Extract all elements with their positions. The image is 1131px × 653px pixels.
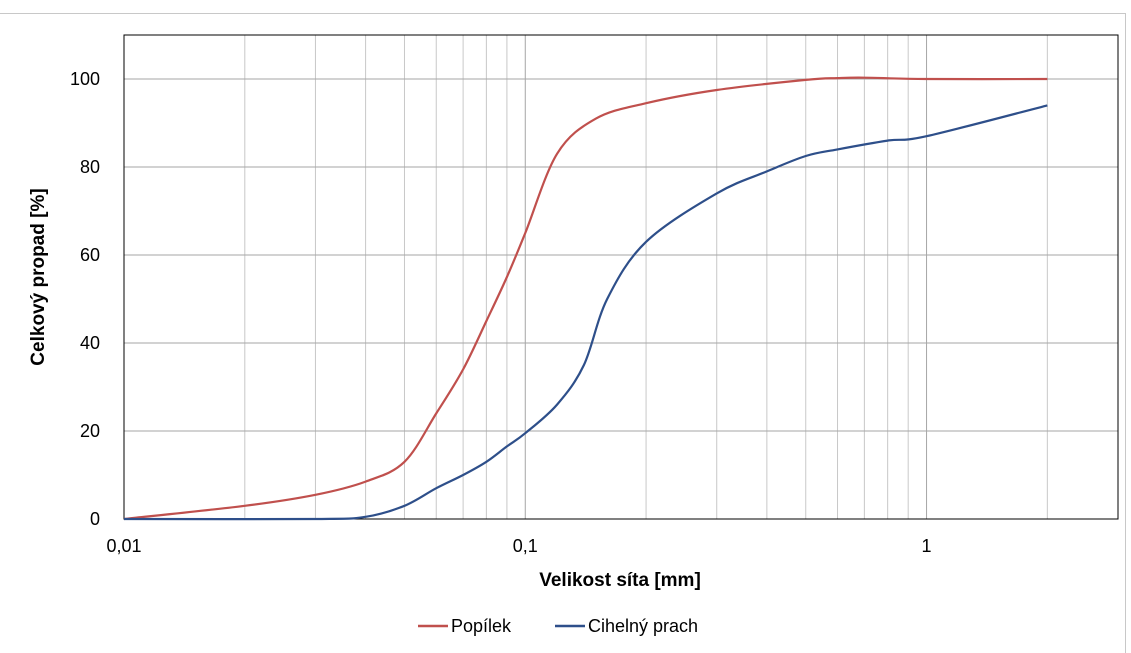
x-tick-label: 0,01	[106, 536, 141, 556]
series-line-2	[123, 104, 1048, 521]
y-axis-title: Celkový propad [%]	[28, 188, 49, 365]
x-axis-title: Velikost síta [mm]	[539, 570, 701, 591]
legend-label-1: Popílek	[451, 616, 512, 636]
y-tick-label: 20	[80, 421, 100, 441]
y-tick-label: 40	[80, 333, 100, 353]
x-tick-label: 0,1	[513, 536, 538, 556]
y-tick-label: 100	[70, 69, 100, 89]
y-tick-label: 60	[80, 245, 100, 265]
legend-label-2: Cihelný prach	[588, 616, 698, 636]
y-tick-label: 0	[90, 509, 100, 529]
chart-frame	[0, 13, 1126, 653]
plot-border	[123, 34, 1119, 520]
y-tick-label: 80	[80, 157, 100, 177]
legend: Popílek Cihelný prach	[418, 616, 698, 636]
series-line-1	[123, 76, 1048, 521]
x-tick-label: 1	[922, 536, 932, 556]
